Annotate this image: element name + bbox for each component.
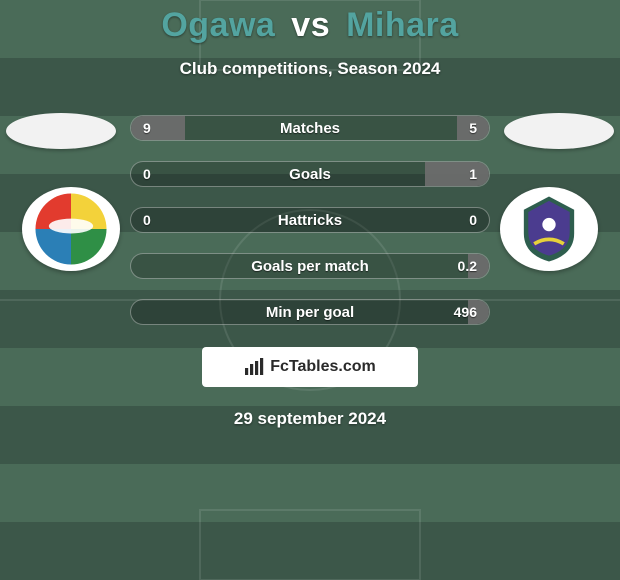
stat-bar-label: Min per goal (131, 300, 489, 324)
stat-bars: Matches95Goals01Hattricks00Goals per mat… (130, 115, 490, 325)
stat-bar: Min per goal496 (130, 299, 490, 325)
date-text: 29 september 2024 (234, 409, 386, 429)
crest-right-svg (506, 192, 592, 266)
crest-left-svg (28, 192, 114, 266)
page-title: Ogawa vs Mihara (161, 6, 458, 45)
stat-bar: Matches9 5 (130, 115, 490, 141)
stat-bar-value-left: 0 (143, 208, 151, 232)
stat-bar-label: Goals per match (131, 254, 489, 278)
stat-bar-value-left: 9 (143, 116, 151, 140)
stat-bar-value-right: 0.2 (458, 254, 477, 278)
stat-bar-label: Hattricks (131, 208, 489, 232)
stat-bar: Hattricks0 0 (130, 207, 490, 233)
club-crest-left (22, 187, 120, 271)
stat-bar-label: Matches (131, 116, 489, 140)
stat-bar-value-left: 0 (143, 162, 151, 186)
club-crest-right (500, 187, 598, 271)
player-avatar-right (504, 113, 614, 149)
stat-bar: Goals per match0.2 (130, 253, 490, 279)
chart-icon (244, 358, 264, 376)
title-player2: Mihara (346, 6, 459, 44)
stat-bar-label: Goals (131, 162, 489, 186)
stat-bar-value-right: 5 (469, 116, 477, 140)
player-avatar-left (6, 113, 116, 149)
watermark-text: FcTables.com (270, 358, 376, 376)
watermark: FcTables.com (202, 347, 418, 387)
title-player1: Ogawa (161, 6, 275, 44)
stat-bar: Goals0 1 (130, 161, 490, 187)
title-vs: vs (291, 6, 330, 44)
stat-bar-value-right: 496 (454, 300, 477, 324)
stat-bar-value-right: 1 (469, 162, 477, 186)
stat-bar-value-right: 0 (469, 208, 477, 232)
subtitle: Club competitions, Season 2024 (180, 59, 441, 79)
